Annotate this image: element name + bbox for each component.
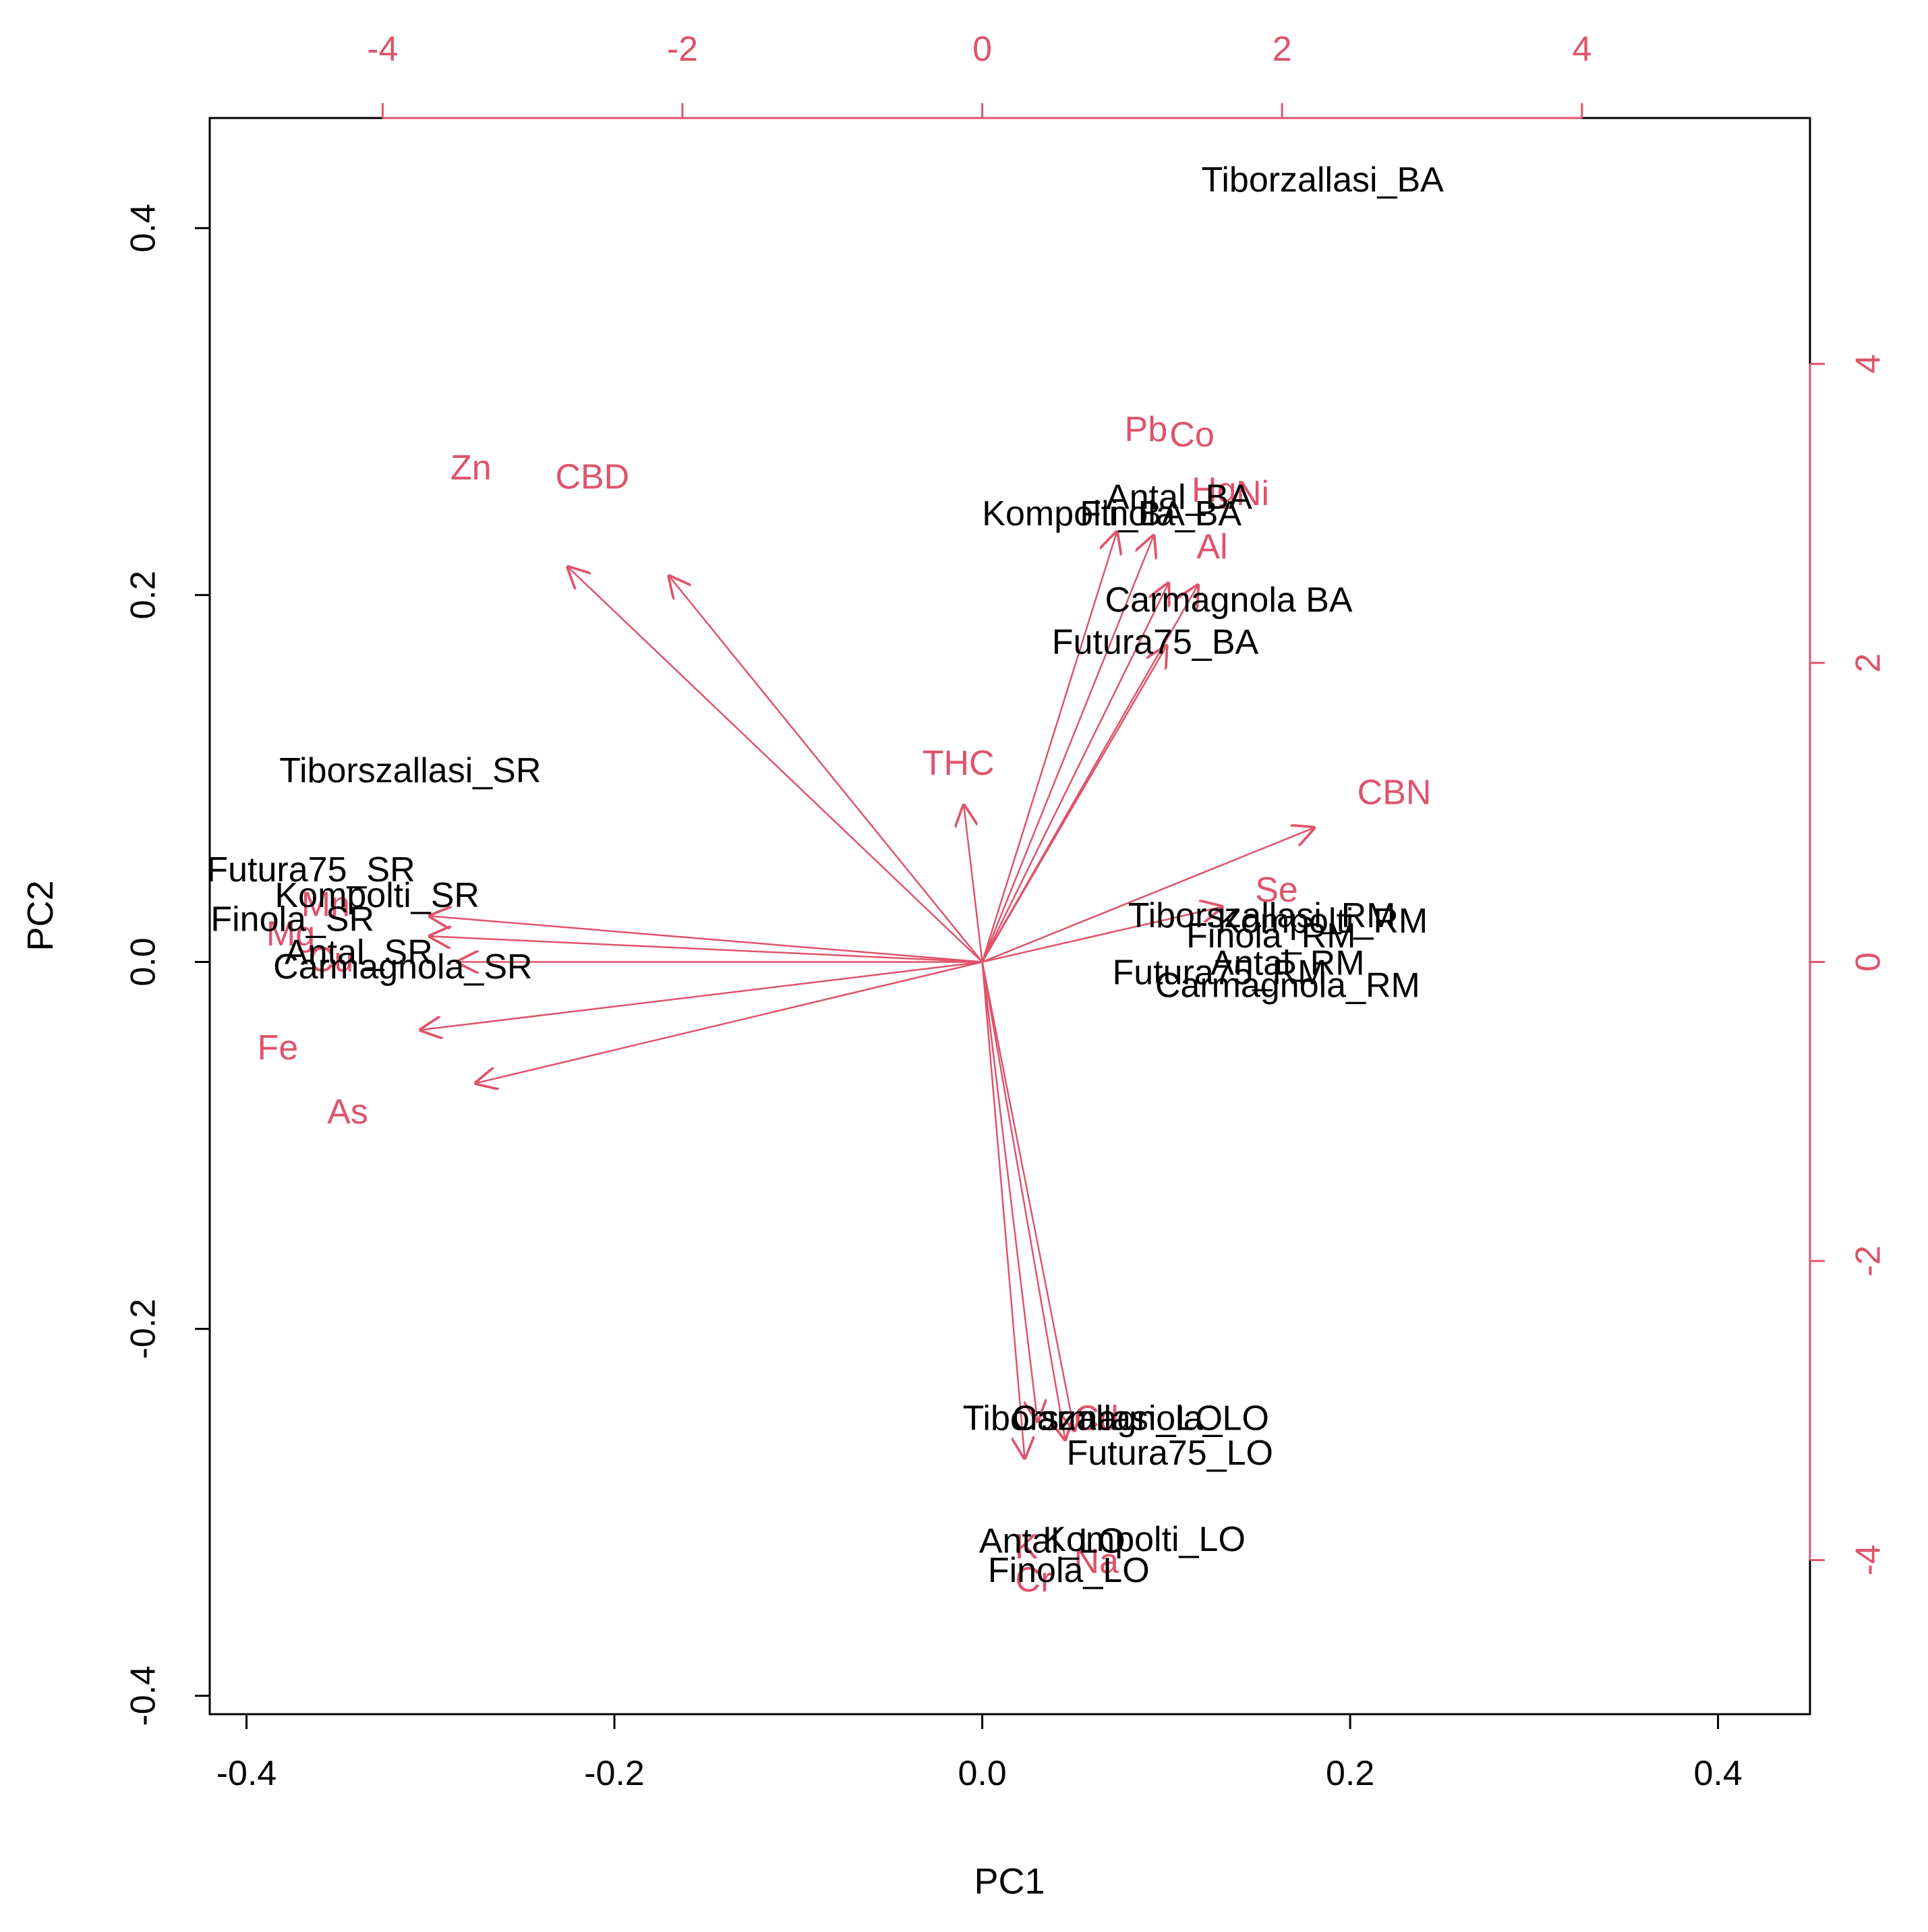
x-tick-label: 0.0 [958, 1754, 1006, 1793]
observation-label: Antal_SR [285, 933, 433, 972]
top-tick-label: 4 [1572, 30, 1591, 69]
x-axis: -0.4 -0.2 0.0 0.2 0.4 PC1 [216, 1713, 1743, 1902]
loading-label-pb: Pb [1125, 410, 1168, 449]
x-tick-label: -0.4 [216, 1754, 277, 1793]
observation-label: Futura75_BA [1052, 623, 1259, 662]
y-axis-title: PC2 [20, 880, 61, 951]
y-tick-label: 0.2 [124, 570, 163, 619]
y-tick-label: 0.4 [124, 204, 163, 252]
loading-label-ni: Ni [1236, 474, 1269, 513]
top-axis: -4 -2 0 2 4 [367, 30, 1591, 119]
loading-label-cu: Cu [309, 940, 353, 979]
loading-arrow-thc [964, 806, 983, 962]
y-tick-label: -0.4 [124, 1666, 163, 1726]
observation-label: Carmagnola_LO [1012, 1399, 1269, 1438]
observation-label: Carmagnola BA [1105, 581, 1353, 620]
observation-label: Futura75_LO [1067, 1434, 1273, 1473]
right-tick-label: -4 [1849, 1544, 1888, 1575]
observation-label: Antal_BA [1106, 478, 1252, 517]
loading-label-na: Na [1074, 1542, 1119, 1581]
loading-arrow-zn [568, 568, 983, 963]
observation-label: Futura75_RM [1112, 953, 1326, 992]
loading-arrow-mn [430, 916, 983, 963]
observation-labels: Tiborzallasi_BAAntal_BAFinola_BAKompolti… [206, 160, 1444, 1590]
loading-label-zn: Zn [450, 448, 492, 488]
loading-label-fe: Fe [258, 1028, 299, 1067]
top-tick-label: -2 [667, 30, 698, 69]
y-tick-label: -0.2 [124, 1299, 163, 1359]
loading-label-k: K [1015, 1527, 1039, 1567]
x-tick-label: 0.4 [1693, 1754, 1742, 1793]
loading-arrow-cbn [982, 828, 1314, 963]
observation-label: Finola_LO [988, 1551, 1150, 1590]
x-tick-label: 0.2 [1326, 1754, 1374, 1793]
loading-label-cbd: CBD [555, 458, 629, 497]
loading-label-se: Se [1255, 871, 1298, 910]
observation-label: Tiborszallasi_LO [963, 1399, 1223, 1438]
loading-arrow-fe [421, 961, 983, 1030]
top-tick-label: 0 [972, 30, 992, 69]
loading-arrows [421, 533, 1314, 1457]
loading-label-mg: Mg [266, 914, 315, 954]
y-tick-label: 0.0 [124, 937, 163, 986]
x-axis-title: PC1 [974, 1861, 1045, 1902]
loading-label-co: Co [1169, 415, 1214, 455]
right-tick-label: 0 [1849, 952, 1888, 972]
loading-arrow-na [981, 962, 1065, 1439]
observation-label: Carmagnola_SR [273, 947, 532, 987]
observation-label: Tiborszallasi_SR [279, 751, 541, 790]
loading-label-cd: Cd [1074, 1399, 1118, 1438]
loading-label-as: As [327, 1092, 368, 1132]
observation-label: Finola_BA [1080, 494, 1241, 533]
observation-label: Finola_RM [1186, 916, 1355, 956]
loading-label-hg: Hg [1192, 471, 1236, 510]
observation-label: Kompolti_BA [982, 494, 1185, 533]
observation-label: Antal_LO [979, 1522, 1126, 1561]
loading-arrow-mg [430, 936, 983, 963]
loading-label-thc: THC [923, 744, 995, 783]
right-tick-label: 4 [1849, 354, 1888, 374]
observation-label: Finola_SR [210, 900, 374, 939]
loading-arrow-as [477, 961, 983, 1084]
loading-arrow-hg [981, 584, 1168, 963]
loading-arrow-se [982, 907, 1222, 963]
right-axis: -4 -2 0 2 4 [1809, 354, 1888, 1576]
loading-arrow-cr [981, 962, 1038, 1421]
loading-label-cbn: CBN [1357, 773, 1432, 813]
right-tick-label: 2 [1849, 653, 1888, 673]
observation-label: Tiborzallasi_BA [1202, 160, 1444, 200]
loading-label-cr: Cr [1016, 1560, 1053, 1600]
observation-label: Futura75_SR [206, 850, 415, 889]
observation-label: Tiborszallasi_RM [1128, 896, 1396, 935]
x-tick-label: -0.2 [584, 1754, 645, 1793]
loading-arrow-al [981, 647, 1167, 963]
observation-label: Antal_RM [1210, 944, 1364, 983]
loading-label-mn: Mn [301, 885, 350, 925]
top-tick-label: 2 [1273, 30, 1292, 69]
top-tick-label: -4 [367, 30, 398, 69]
loading-arrow-k [981, 962, 1025, 1458]
y-axis: -0.4 -0.2 0.0 0.2 0.4 PC2 [20, 204, 211, 1726]
observation-label: Kompolti_RM [1217, 902, 1428, 941]
loading-arrow-co [981, 536, 1154, 962]
right-tick-label: -2 [1849, 1246, 1888, 1277]
observation-label: Carmagnola_RM [1155, 966, 1420, 1005]
loading-arrow-cd [981, 962, 1074, 1430]
loading-arrow-cbd [670, 577, 983, 963]
loading-label-al: Al [1196, 527, 1227, 566]
observation-label: Kompolti_SR [274, 876, 479, 915]
observation-label: Kompolti_LO [1043, 1520, 1246, 1559]
loading-arrow-pb [981, 533, 1117, 962]
